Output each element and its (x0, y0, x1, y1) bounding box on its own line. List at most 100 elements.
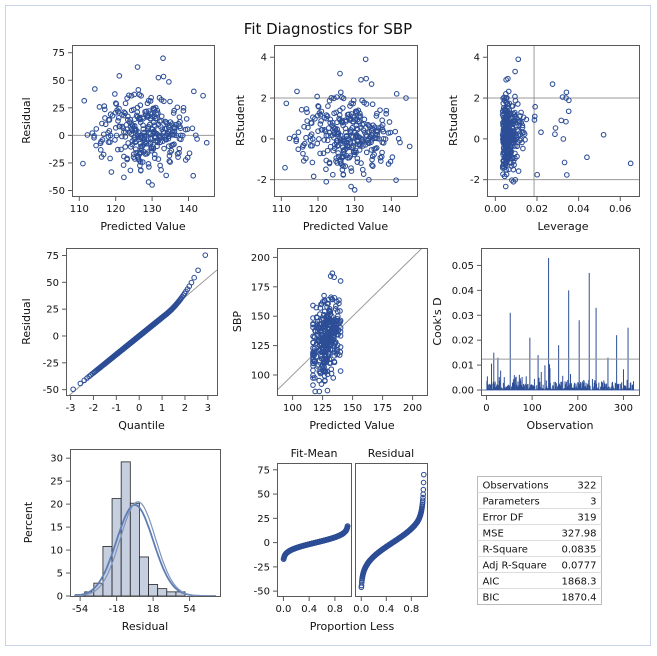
y-tick-label: 30 (50, 454, 63, 465)
y-tick-label: 25 (46, 305, 59, 316)
qq-plot-frame (66, 248, 218, 396)
data-point (337, 318, 344, 325)
data-point (137, 116, 144, 123)
points-group (278, 249, 422, 395)
data-point (143, 133, 149, 139)
data-point (310, 173, 317, 180)
data-point (316, 324, 323, 331)
data-point (369, 156, 375, 163)
data-point (167, 119, 174, 125)
points-group (488, 46, 639, 196)
y-axis-label: Cook's D (431, 297, 444, 345)
table-row-value: 319 (577, 513, 596, 524)
data-point (358, 76, 364, 83)
data-point (99, 137, 106, 143)
data-point (369, 101, 376, 108)
data-point (351, 187, 358, 193)
histogram-bar (157, 588, 168, 596)
data-point (502, 115, 509, 122)
points-group (68, 252, 217, 395)
data-point (112, 125, 119, 131)
data-point (174, 151, 181, 157)
data-point (114, 146, 121, 153)
x-tick-label: 140 (382, 204, 401, 215)
data-point (376, 135, 382, 142)
data-point (127, 167, 134, 174)
data-point (350, 97, 357, 104)
data-point (319, 353, 325, 359)
data-point (518, 109, 524, 116)
data-point (420, 479, 427, 486)
data-point (310, 382, 316, 388)
data-point (295, 129, 302, 136)
data-point (368, 131, 375, 138)
data-point (512, 113, 519, 120)
data-point (138, 93, 144, 99)
points-group (73, 55, 214, 188)
data-point (145, 179, 152, 185)
data-point (374, 127, 380, 134)
data-point (134, 132, 141, 138)
y-tick-label: -25 (49, 158, 65, 169)
data-point (317, 150, 323, 157)
histogram-bar (148, 584, 159, 596)
table-row-value: 1870.4 (562, 593, 597, 604)
data-point (333, 129, 340, 136)
data-point (311, 357, 318, 364)
data-point (128, 92, 135, 99)
x-tick-label: 0.4 (301, 604, 317, 615)
table-row-value: 0.0835 (562, 545, 597, 556)
x-tick-label: -2 (88, 403, 98, 414)
data-point (365, 121, 371, 128)
data-point (371, 151, 377, 158)
table-row-label: R-Square (483, 545, 528, 556)
x-tick-label: 0.06 (609, 204, 631, 215)
table-row-value: 0.0777 (562, 561, 597, 572)
data-point (507, 146, 514, 152)
data-point (510, 125, 517, 132)
data-point (113, 101, 120, 107)
data-point (323, 132, 330, 139)
x-tick-label: -3 (66, 403, 76, 414)
data-point (584, 154, 590, 161)
data-point (112, 91, 118, 97)
data-point (337, 135, 343, 142)
data-point (331, 141, 338, 148)
bars-group (74, 461, 216, 596)
data-point (160, 73, 167, 80)
data-point (134, 64, 141, 70)
data-point (93, 142, 99, 149)
data-point (183, 116, 190, 122)
y-tick-label: 175 (251, 282, 270, 293)
data-point (323, 178, 330, 185)
x-tick-label: 200 (568, 403, 587, 414)
data-point (386, 119, 393, 125)
data-point (377, 154, 384, 161)
data-point (176, 145, 183, 152)
data-point (348, 115, 354, 122)
data-point (558, 117, 565, 124)
data-point (158, 113, 165, 120)
x-tick-label: 110 (272, 204, 291, 215)
data-point (335, 150, 341, 156)
data-point (383, 110, 390, 117)
y-tick-label: -2 (470, 175, 480, 186)
data-point (304, 109, 310, 116)
y-tick-label: -25 (43, 358, 59, 369)
data-point (501, 94, 507, 101)
data-point (331, 358, 338, 365)
x-axis-label: Predicted Value (100, 220, 186, 233)
data-point (184, 126, 191, 133)
data-point (515, 168, 522, 174)
data-point (514, 153, 520, 160)
x-tick-label: 140 (179, 204, 198, 215)
data-point (332, 347, 338, 353)
y-tick-label: 0 (53, 331, 59, 342)
data-point (113, 132, 120, 139)
data-point (109, 112, 116, 119)
data-point (188, 279, 195, 286)
data-point (161, 145, 167, 152)
data-point (126, 92, 132, 99)
data-point (325, 103, 331, 109)
